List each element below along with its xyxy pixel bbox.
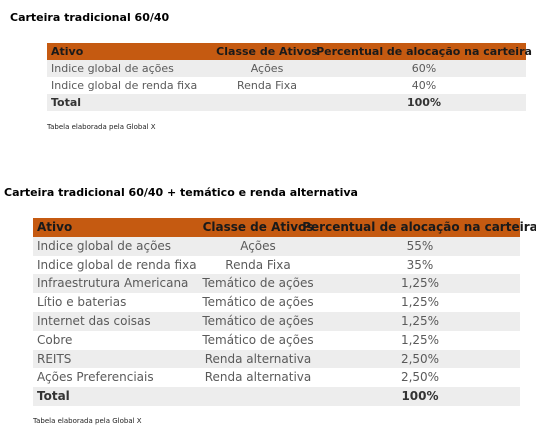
total-label: Total (37, 389, 70, 404)
table-row: Infraestrutura Americana Temático de açõe… (33, 274, 520, 294)
cell: Indice global de ações (37, 238, 172, 253)
cell: Ações (250, 62, 284, 75)
column-header: Percentual de alocação na carteira (316, 45, 532, 58)
table-row: Indice global de renda fixa Renda Fixa 40% (47, 77, 526, 94)
cell: Infraestrutura Americana (37, 276, 189, 291)
cell: 2,50% (400, 351, 440, 366)
cell: Lítio e baterias (37, 295, 127, 310)
cell: 2,50% (400, 370, 440, 385)
column-header: Ativo (37, 220, 73, 234)
total-label: Total (51, 96, 82, 109)
column-header: Classe de Ativos (202, 220, 314, 234)
total-row: Total 100% (33, 387, 520, 406)
cell: Cobre (37, 332, 73, 347)
cell: 1,25% (400, 295, 440, 310)
cell: Temático de ações (202, 314, 314, 328)
total-value: 100% (407, 96, 441, 109)
cell: Indice global de renda fixa (51, 79, 198, 92)
cell: Internet das coisas (37, 314, 151, 328)
cell: Renda alternativa (204, 351, 312, 366)
table-title: Carteira tradicional 60/40 + temático e … (4, 186, 358, 199)
header-row: Ativo Classe de Ativos Percentual de aloca… (47, 43, 532, 60)
cell: Ações Preferenciais (37, 370, 154, 385)
cell: 1,25% (400, 314, 440, 328)
column-header: Percentual de alocação na carteira (302, 220, 536, 234)
cell: Temático de ações (202, 332, 314, 347)
table-row: Lítio e baterias Temático de ações 1,25% (33, 293, 520, 312)
caption: Tabela elaborada pela Global X (33, 417, 142, 425)
column-header: Classe de Ativos (216, 45, 318, 58)
cell: Renda Fixa (237, 79, 297, 92)
cell: 1,25% (400, 332, 440, 347)
cell: 40% (411, 79, 437, 92)
cell: 60% (411, 62, 437, 75)
total-value: 100% (401, 389, 439, 404)
table-row: Cobre Temático de ações 1,25% (33, 330, 520, 350)
total-row: Total 100% (47, 94, 526, 111)
cell: 35% (406, 257, 434, 272)
table-title: Carteira tradicional 60/40 (10, 11, 170, 24)
cell: 55% (406, 238, 434, 253)
caption: Tabela elaborada pela Global X (47, 123, 156, 131)
cell: Temático de ações (202, 276, 314, 291)
table-row: Indice global de renda fixa Renda Fixa 35% (33, 255, 520, 275)
header-row: Ativo Classe de Ativos Percentual de aloca… (33, 218, 536, 237)
table-row: REITS Renda alternativa 2,50% (33, 349, 520, 369)
column-header: Ativo (51, 45, 84, 58)
table-row: Ações Preferenciais Renda alternativa 2,50… (33, 368, 520, 388)
cell: Indice global de renda fixa (37, 257, 197, 272)
cell: Indice global de ações (51, 62, 174, 75)
table-row: Indice global de ações Ações 55% (33, 236, 520, 256)
cell: Renda Fixa (225, 257, 291, 272)
cell: REITS (37, 351, 72, 366)
cell: Ações (240, 238, 276, 253)
table-row: Internet das coisas Temático de ações 1,25… (33, 312, 520, 331)
cell: Temático de ações (202, 295, 314, 310)
table-row: Indice global de ações Ações 60% (47, 60, 526, 77)
cell: 1,25% (400, 276, 440, 291)
cell: Renda alternativa (204, 370, 312, 385)
